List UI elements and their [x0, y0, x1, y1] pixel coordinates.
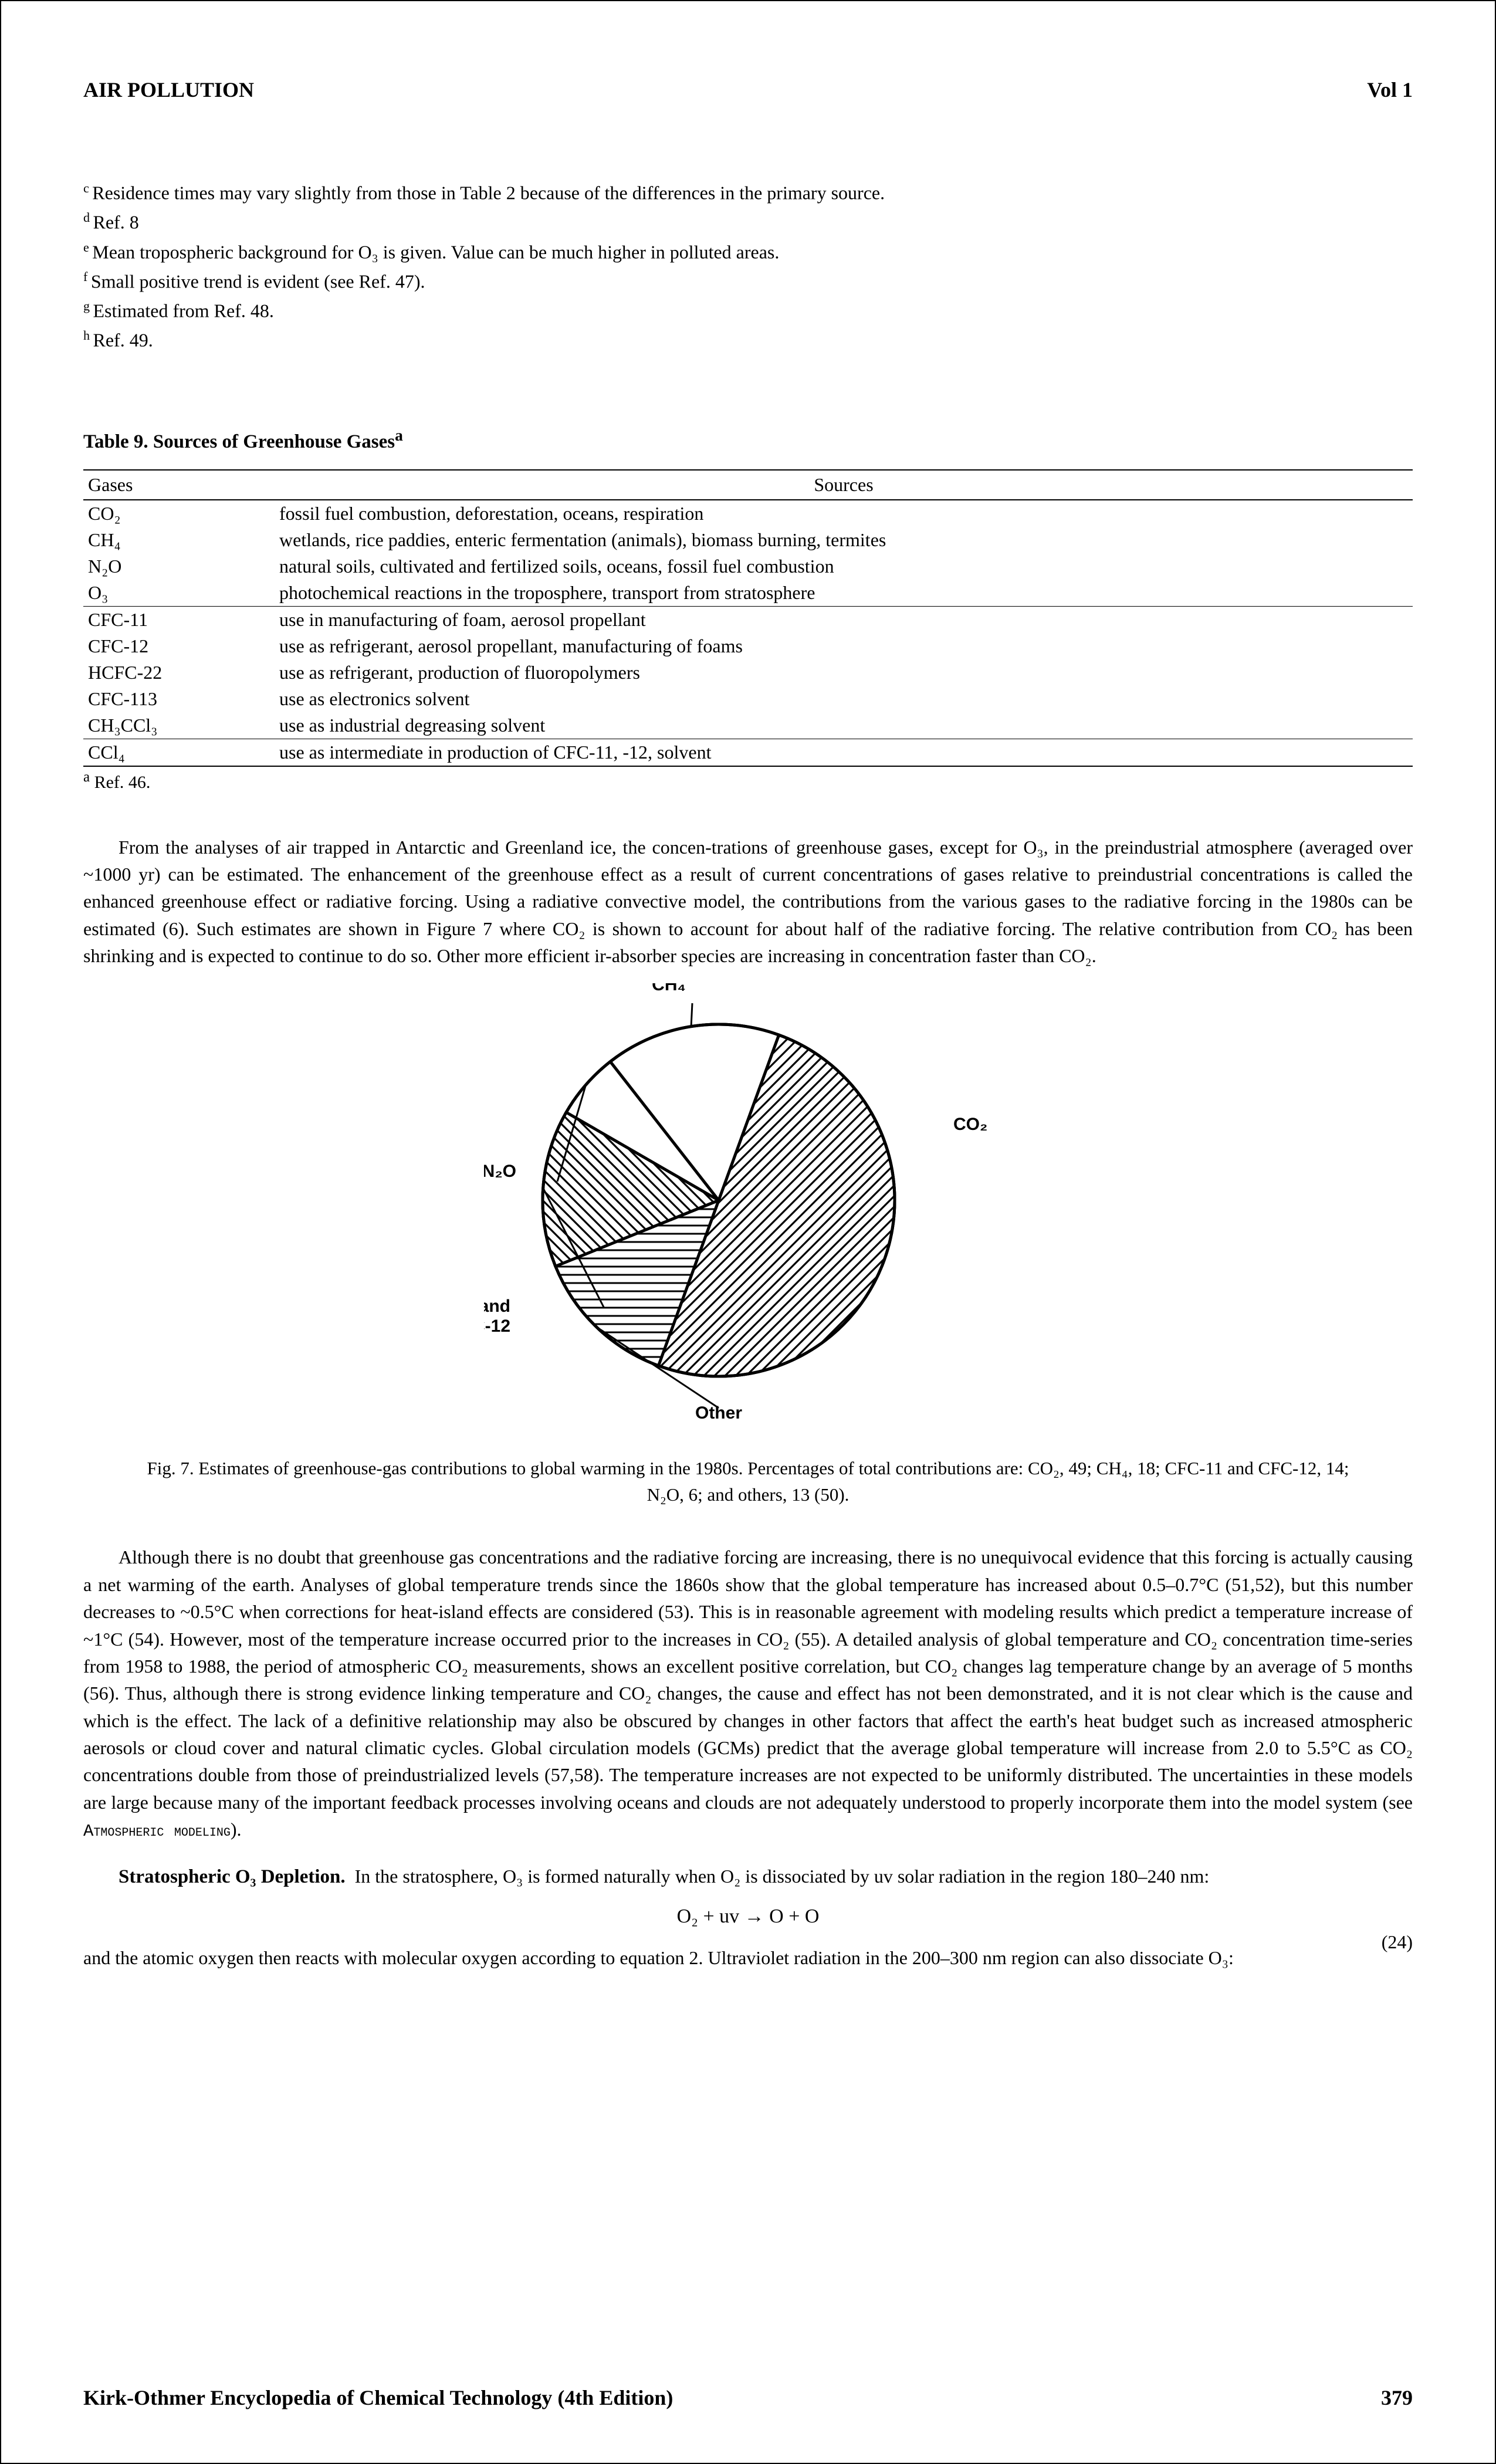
page-header: AIR POLLUTION Vol 1: [83, 77, 1413, 102]
table9-footnote: a Ref. 46.: [83, 769, 1413, 793]
table-row: CFC-113use as electronics solvent: [83, 686, 1413, 712]
table-row: CFC-12use as refrigerant, aerosol propel…: [83, 633, 1413, 659]
paragraph-1: From the analyses of air trapped in Anta…: [83, 834, 1413, 970]
paragraph-4: and the atomic oxygen then reacts with m…: [83, 1944, 1413, 1971]
table9-title: Table 9. Sources of Greenhouse Gasesa: [83, 426, 1413, 453]
header-title: AIR POLLUTION: [83, 77, 254, 102]
table9: Gases Sources CO₂fossil fuel combustion,…: [83, 469, 1413, 767]
footnote-line: g Estimated from Ref. 48.: [83, 296, 1413, 326]
table-row: CFC-11use in manufacturing of foam, aero…: [83, 606, 1413, 633]
svg-text:CH₄: CH₄: [652, 983, 686, 994]
table9-title-text: Table 9. Sources of Greenhouse Gases: [83, 431, 395, 452]
prior-footnotes: c Residence times may vary slightly from…: [83, 178, 1413, 356]
table-row: CCl₄use as intermediate in production of…: [83, 739, 1413, 766]
table9-footnote-mark: a: [83, 769, 90, 785]
footer-book-title: Kirk-Othmer Encyclopedia of Chemical Tec…: [83, 2385, 673, 2410]
paragraph-3: In the stratosphere, O₃ is formed natura…: [355, 1866, 1210, 1887]
paragraph-2-main: Although there is no doubt that greenhou…: [83, 1546, 1413, 1813]
paragraph-3-line: Stratospheric O₃ Depletion. In the strat…: [83, 1863, 1413, 1891]
equation-24-body: O₂ + uv → O + O: [677, 1905, 820, 1927]
equation-24: O₂ + uv → O + O (24): [83, 1905, 1413, 1928]
table9-footnote-text: Ref. 46.: [94, 773, 151, 792]
page: AIR POLLUTION Vol 1 c Residence times ma…: [0, 0, 1496, 2464]
footnote-line: h Ref. 49.: [83, 326, 1413, 355]
svg-text:N₂O: N₂O: [484, 1162, 516, 1181]
footnote-line: d Ref. 8: [83, 208, 1413, 237]
footnote-line: f Small positive trend is evident (see R…: [83, 267, 1413, 296]
table-row: HCFC-22use as refrigerant, production of…: [83, 659, 1413, 686]
table-row: O₃photochemical reactions in the troposp…: [83, 580, 1413, 607]
table-row: N₂Onatural soils, cultivated and fertili…: [83, 553, 1413, 580]
svg-text:CFC-11 and: CFC-11 and: [484, 1297, 510, 1316]
table-row: CH₃CCl₃use as industrial degreasing solv…: [83, 712, 1413, 739]
header-vol: Vol 1: [1367, 77, 1413, 102]
paragraph-2-tail: ).: [231, 1819, 242, 1840]
paragraph-2: Although there is no doubt that greenhou…: [83, 1544, 1413, 1844]
footnote-line: c Residence times may vary slightly from…: [83, 178, 1413, 208]
figure7: CO₂ Other CFC-11 andCFC-12 N₂O CH₄: [83, 983, 1413, 1444]
table-row: CH₄wetlands, rice paddies, enteric ferme…: [83, 527, 1413, 553]
svg-text:Other: Other: [695, 1403, 742, 1423]
footnote-line: e Mean tropospheric background for O₃ is…: [83, 238, 1413, 267]
svg-text:CO₂: CO₂: [953, 1115, 987, 1134]
figure7-pie: CO₂ Other CFC-11 andCFC-12 N₂O CH₄: [484, 983, 1012, 1441]
figure7-caption: Fig. 7. Estimates of greenhouse-gas cont…: [132, 1456, 1364, 1508]
table9-col-gases: Gases: [83, 470, 275, 500]
table-row: CO₂fossil fuel combustion, deforestation…: [83, 500, 1413, 527]
page-footer: Kirk-Othmer Encyclopedia of Chemical Tec…: [83, 2385, 1413, 2410]
footer-page-number: 379: [1381, 2385, 1413, 2410]
table9-title-sup: a: [395, 426, 403, 444]
paragraph-2-sc: Atmospheric modeling: [83, 1822, 231, 1841]
svg-text:CFC-12: CFC-12: [484, 1316, 510, 1336]
equation-24-number: (24): [1382, 1931, 1413, 1953]
subhead-o3: Stratospheric O₃ Depletion.: [119, 1866, 346, 1887]
table9-col-sources: Sources: [275, 470, 1413, 500]
